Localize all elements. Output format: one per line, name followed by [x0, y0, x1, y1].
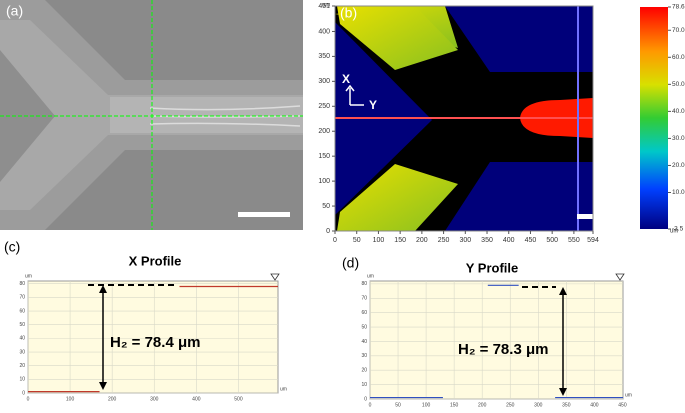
y-tick-label: 10 [19, 377, 25, 383]
plot-area [27, 280, 279, 394]
x-tick-label: 550 [568, 237, 580, 244]
colorbar-tick-label: 60.0 [672, 54, 685, 61]
y-tick-label: 20 [19, 363, 25, 369]
x-tick-label: 200 [108, 396, 117, 402]
x-tick-label: 150 [450, 402, 459, 408]
microscope-image [0, 0, 303, 230]
arrow-head [99, 382, 107, 390]
panel-label: (b) [340, 5, 357, 21]
y-tick-label: 100 [318, 178, 330, 185]
x-tick-label: 400 [503, 237, 515, 244]
x-tick-label: 50 [395, 402, 401, 408]
y-tick-label: 200 [318, 128, 330, 135]
y-tick-label: 451 [318, 3, 330, 10]
y-tick-label: 350 [318, 53, 330, 60]
y-tick-label: 50 [19, 322, 25, 328]
y-tick-label: 80 [361, 281, 367, 287]
height-map [334, 5, 668, 232]
chart-title: X Profile [129, 253, 182, 268]
y-tick-label: 50 [322, 203, 330, 210]
x-tick-label: 500 [234, 396, 243, 402]
arrow-head [559, 388, 567, 396]
y-tick-label: 0 [364, 396, 367, 402]
panel-label: (a) [6, 3, 23, 19]
colorbar-tick-label: 20.0 [672, 162, 685, 169]
y-tick-label: 40 [361, 339, 367, 345]
colorbar-tick-label: 70.0 [672, 27, 685, 34]
colorbar-tick-label: 10.0 [672, 189, 685, 196]
panel-label: (c) [4, 239, 20, 255]
axis-unit: um [367, 273, 374, 279]
y-tick-label: 80 [19, 281, 25, 287]
axis-unit: um [322, 3, 330, 9]
x-tick-label: 400 [590, 402, 599, 408]
x-tick-label: 300 [534, 402, 543, 408]
colorbar-tick-label: 40.0 [672, 108, 685, 115]
x-tick-label: 0 [27, 396, 30, 402]
y-tick-label: 40 [19, 336, 25, 342]
x-tick-label: 200 [416, 237, 428, 244]
x-tick-label: 400 [192, 396, 201, 402]
colorbar-tick-label: 78.6 [672, 4, 685, 11]
y-tick-label: 0 [326, 228, 330, 235]
y-tick-label: 150 [318, 153, 330, 160]
y-tick-label: 300 [318, 78, 330, 85]
x-tick-label: 0 [369, 402, 372, 408]
x-tick-label: 100 [373, 237, 385, 244]
x-tick-label: 150 [394, 237, 406, 244]
direction-label: X [342, 72, 350, 86]
y-tick-label: 60 [361, 310, 367, 316]
x-tick-label: 350 [562, 402, 571, 408]
x-tick-label: 50 [353, 237, 361, 244]
y-tick-label: 0 [22, 390, 25, 396]
y-tick-label: 30 [361, 353, 367, 359]
x-tick-label: 450 [618, 402, 627, 408]
x-tick-label: 500 [546, 237, 558, 244]
y-tick-label: 50 [361, 324, 367, 330]
plot-area [369, 280, 624, 400]
y-tick-label: 70 [19, 295, 25, 301]
colorbar-tick-label: 30.0 [672, 135, 685, 142]
colorbar-tick-label: -3.5 [672, 226, 684, 233]
panel-label: (d) [342, 255, 359, 271]
x-tick-label: 100 [66, 396, 75, 402]
y-tick-label: 10 [361, 382, 367, 388]
x-tick-label: 450 [525, 237, 537, 244]
x-tick-label: 300 [150, 396, 159, 402]
arrow-head [99, 285, 107, 293]
colorbar-tick-label: 50.0 [672, 81, 685, 88]
colorbar-unit: um [670, 229, 678, 235]
x-tick-label: 300 [459, 237, 471, 244]
y-tick-label: 60 [19, 308, 25, 314]
chart-title: Y Profile [466, 260, 519, 275]
direction-label: Y [369, 98, 377, 112]
marker-icon [270, 273, 280, 281]
profile-line [28, 285, 278, 393]
marker-icon [615, 273, 625, 281]
y-tick-label: 70 [361, 296, 367, 302]
x-tick-label: 0 [333, 237, 337, 244]
x-tick-label: 100 [422, 402, 431, 408]
x-tick-label: 594 [587, 237, 599, 244]
x-tick-label: 350 [481, 237, 493, 244]
x-tick-label: 250 [438, 237, 450, 244]
axis-unit: um [25, 273, 32, 279]
arrow-head [559, 287, 567, 295]
x-tick-label: 250 [506, 402, 515, 408]
y-tick-label: 400 [318, 28, 330, 35]
profile-line [370, 284, 623, 399]
annotation: H₂ = 78.3 μm [458, 341, 548, 358]
axis-unit: um [625, 392, 632, 398]
axis-unit: um [280, 386, 287, 392]
y-tick-label: 30 [19, 349, 25, 355]
y-tick-label: 250 [318, 103, 330, 110]
x-tick-label: 200 [478, 402, 487, 408]
annotation: H₂ = 78.4 μm [110, 334, 200, 351]
y-tick-label: 20 [361, 368, 367, 374]
